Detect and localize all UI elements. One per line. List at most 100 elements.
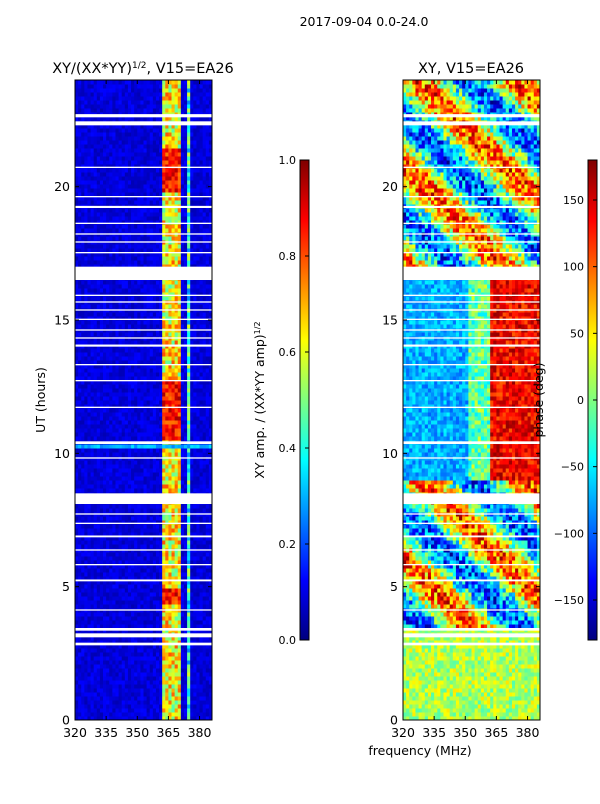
heatmap-cell bbox=[118, 416, 123, 421]
heatmap-cell bbox=[75, 588, 79, 593]
heatmap-cell bbox=[190, 644, 194, 649]
heatmap-cell bbox=[84, 460, 88, 465]
heatmap-cell bbox=[193, 352, 197, 357]
heatmap-cell bbox=[193, 556, 197, 561]
heatmap-cell bbox=[78, 408, 82, 413]
heatmap-cell bbox=[155, 556, 160, 561]
heatmap-cell bbox=[199, 408, 204, 413]
heatmap-cell bbox=[93, 368, 98, 373]
heatmap-cell bbox=[93, 576, 98, 581]
heatmap-cell bbox=[143, 688, 148, 693]
heatmap-cell bbox=[137, 544, 141, 549]
heatmap-cell bbox=[84, 672, 88, 677]
heatmap-cell bbox=[190, 280, 194, 285]
heatmap-cell bbox=[162, 452, 166, 457]
heatmap-cell bbox=[75, 504, 79, 509]
heatmap-cell bbox=[109, 332, 113, 337]
heatmap-cell bbox=[118, 488, 123, 493]
heatmap-cell bbox=[81, 640, 85, 645]
heatmap-cell bbox=[202, 320, 207, 325]
heatmap-cell bbox=[183, 572, 188, 577]
heatmap-cell bbox=[121, 636, 126, 641]
heatmap-cell bbox=[96, 644, 101, 649]
heatmap-cell bbox=[168, 584, 173, 589]
heatmap-cell bbox=[75, 704, 79, 709]
heatmap-cell bbox=[187, 664, 191, 669]
heatmap-cell bbox=[75, 312, 79, 317]
heatmap-cell bbox=[124, 372, 129, 377]
heatmap-cell bbox=[84, 656, 88, 661]
heatmap-cell bbox=[190, 504, 194, 509]
heatmap-cell bbox=[149, 316, 154, 321]
heatmap-cell bbox=[208, 668, 212, 673]
heatmap-cell bbox=[134, 680, 138, 685]
heatmap-cell bbox=[78, 560, 82, 565]
heatmap-cell bbox=[193, 292, 197, 297]
heatmap-cell bbox=[75, 400, 79, 405]
heatmap-cell bbox=[121, 716, 126, 720]
heatmap-cell bbox=[112, 412, 116, 417]
heatmap-cell bbox=[199, 436, 204, 441]
heatmap-cell bbox=[109, 540, 113, 545]
heatmap-cell bbox=[190, 348, 194, 353]
heatmap-cell bbox=[103, 572, 107, 577]
heatmap-cell bbox=[193, 468, 197, 473]
heatmap-cell bbox=[168, 684, 173, 689]
heatmap-cell bbox=[115, 400, 120, 405]
heatmap-cell bbox=[152, 356, 157, 361]
heatmap-cell bbox=[165, 364, 169, 369]
heatmap-cell bbox=[118, 656, 123, 661]
heatmap-cell bbox=[171, 464, 176, 469]
heatmap-cell bbox=[118, 668, 123, 673]
heatmap-cell bbox=[115, 708, 120, 713]
heatmap-cell bbox=[165, 452, 169, 457]
heatmap-cell bbox=[174, 708, 179, 713]
heatmap-cell bbox=[183, 596, 188, 601]
heatmap-cell bbox=[78, 460, 82, 465]
heatmap-cell bbox=[202, 644, 207, 649]
heatmap-cell bbox=[168, 384, 173, 389]
heatmap-cell bbox=[199, 424, 204, 429]
heatmap-cell bbox=[205, 304, 210, 309]
heatmap-cell bbox=[115, 292, 120, 297]
heatmap-cell bbox=[96, 672, 101, 677]
heatmap-cell bbox=[75, 436, 79, 441]
heatmap-cell bbox=[183, 380, 188, 385]
heatmap-cell bbox=[112, 348, 116, 353]
heatmap-cell bbox=[196, 516, 201, 521]
heatmap-cell bbox=[84, 684, 88, 689]
heatmap-cell bbox=[140, 580, 144, 585]
heatmap-cell bbox=[187, 524, 191, 529]
heatmap-cell bbox=[121, 696, 126, 701]
heatmap-cell bbox=[96, 716, 101, 720]
heatmap-cell bbox=[112, 648, 116, 653]
heatmap-cell bbox=[193, 436, 197, 441]
heatmap-cell bbox=[93, 528, 98, 533]
heatmap-cell bbox=[149, 284, 154, 289]
heatmap-cell bbox=[96, 532, 101, 537]
heatmap-cell bbox=[183, 592, 188, 597]
heatmap-cell bbox=[90, 652, 95, 657]
heatmap-cell bbox=[140, 636, 144, 641]
heatmap-cell bbox=[131, 288, 135, 293]
heatmap-cell bbox=[118, 504, 123, 509]
heatmap-cell bbox=[174, 568, 179, 573]
heatmap-cell bbox=[93, 404, 98, 409]
heatmap-cell bbox=[149, 620, 154, 625]
heatmap-cell bbox=[134, 380, 138, 385]
heatmap-cell bbox=[155, 444, 160, 449]
heatmap-cell bbox=[143, 616, 148, 621]
heatmap-cell bbox=[168, 620, 173, 625]
heatmap-cell bbox=[165, 620, 169, 625]
heatmap-cell bbox=[183, 684, 188, 689]
heatmap-cell bbox=[205, 420, 210, 425]
heatmap-cell bbox=[96, 536, 101, 541]
heatmap-cell bbox=[174, 404, 179, 409]
heatmap-cell bbox=[190, 484, 194, 489]
heatmap-cell bbox=[174, 400, 179, 405]
heatmap-cell bbox=[168, 648, 173, 653]
heatmap-cell bbox=[140, 556, 144, 561]
heatmap-cell bbox=[131, 580, 135, 585]
heatmap-cell bbox=[131, 616, 135, 621]
heatmap-cell bbox=[152, 524, 157, 529]
